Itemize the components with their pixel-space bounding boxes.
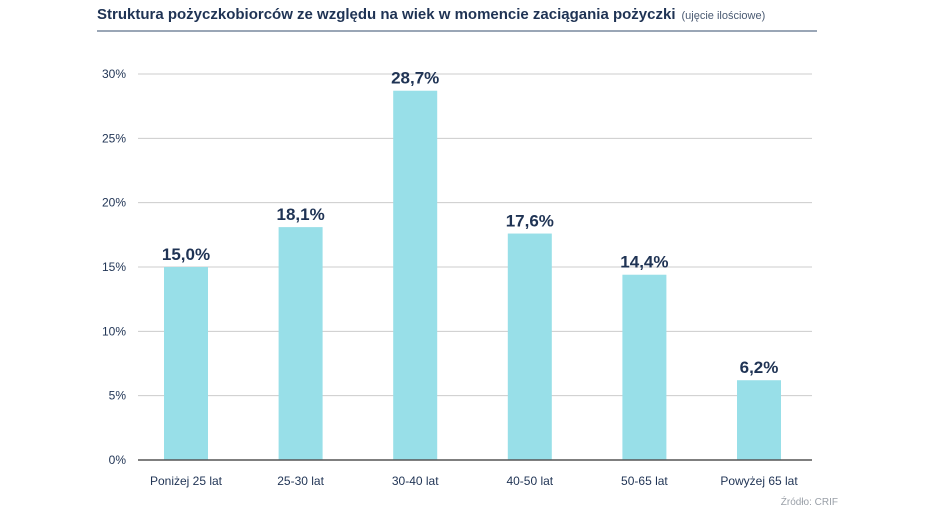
x-tick-label: 25-30 lat	[277, 474, 324, 488]
y-tick-label: 20%	[102, 196, 126, 210]
title-underline	[97, 30, 817, 32]
bar	[737, 380, 781, 460]
y-tick-label: 25%	[102, 131, 126, 145]
x-tick-label: 30-40 lat	[392, 474, 439, 488]
data-label: 18,1%	[276, 205, 324, 224]
bar	[393, 90, 438, 460]
data-label: 28,7%	[391, 69, 439, 88]
y-tick-label: 0%	[109, 453, 127, 467]
bar	[622, 274, 667, 460]
source-note: Źródło: CRIF	[780, 497, 838, 508]
bar	[278, 227, 323, 460]
x-tick-label: Poniżej 25 lat	[150, 474, 223, 488]
data-label: 17,6%	[506, 212, 554, 231]
x-tick-label: 50-65 lat	[621, 474, 668, 488]
y-tick-label: 15%	[102, 260, 126, 274]
x-tick-label: Powyżej 65 lat	[720, 474, 798, 488]
y-tick-label: 10%	[102, 324, 126, 338]
chart-title-row: Struktura pożyczkobiorców ze względu na …	[97, 6, 765, 24]
y-tick-label: 30%	[102, 67, 126, 81]
y-tick-label: 5%	[109, 389, 127, 403]
data-label: 15,0%	[162, 245, 210, 264]
chart-subtitle: (ujęcie ilościowe)	[681, 10, 766, 22]
data-label: 6,2%	[740, 358, 779, 377]
chart-title: Struktura pożyczkobiorców ze względu na …	[97, 6, 676, 23]
x-tick-label: 40-50 lat	[506, 474, 553, 488]
bar	[164, 267, 208, 460]
data-label: 14,4%	[620, 253, 668, 272]
bar	[507, 233, 552, 460]
